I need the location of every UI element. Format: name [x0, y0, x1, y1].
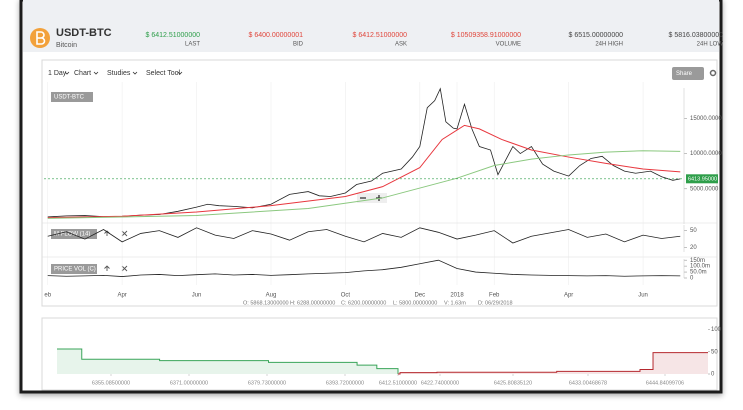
x-tick-label: Jun	[192, 293, 202, 299]
title-tag	[51, 264, 97, 274]
x-tick-label: Jun	[638, 293, 648, 299]
stat-label: BID	[293, 42, 304, 48]
x-tick-label: Apr	[117, 293, 126, 299]
y-tick-label: 0	[690, 276, 694, 282]
stat-value: $ 5816.03800000	[669, 32, 724, 39]
y-tick-label: 5000.0000	[690, 186, 719, 192]
stat-label: VOLUME	[496, 42, 521, 48]
x-tick-label: 6422.74000000	[421, 380, 459, 386]
ohlc-line: O: 5868.13000000 H: 6288.00000000 C: 6200.…	[243, 300, 513, 306]
plots: USDT-BTC eb Apr Jun Aug Oct Dec 2018 Feb Apr Jun 15…	[42, 82, 722, 386]
x-tick-label: 6355.08500000	[92, 380, 130, 386]
x-tick-label: 6412.51000000	[379, 380, 417, 386]
panel-title: M FLOW (14)	[54, 232, 90, 238]
tool-menu[interactable]: Select Tool	[146, 70, 181, 77]
market-symbol: USDT-BTC	[56, 27, 112, 39]
market-name: Bitcoin	[56, 42, 77, 49]
zoom-controls[interactable]	[357, 193, 387, 203]
chart-panel	[41, 59, 718, 307]
price-tag	[686, 174, 718, 184]
ohlc-item: H: 6288.00000000	[290, 300, 335, 306]
stat-label: LAST	[185, 42, 200, 48]
x-tick-label: Aug	[266, 293, 277, 299]
x-tick-label: 2018	[450, 293, 464, 299]
depth-area	[398, 352, 708, 374]
ohlc-item: V: 1.63m	[444, 300, 466, 306]
price-tag-label: 6413.95000	[688, 176, 717, 182]
y-tick-label: 50.0m	[690, 270, 707, 276]
ohlc-item: D: 06/29/2018	[478, 300, 513, 306]
ohlc-item: L: 5800.00000000	[393, 300, 437, 306]
y-tick-label: 0	[711, 372, 715, 378]
stats: $ 6412.51000000 LAST $ 6400.00000001 BID $ 6…	[146, 32, 724, 48]
x-tick-label: 6371.00000000	[170, 380, 208, 386]
x-tick-label: 6433.00468678	[569, 380, 607, 386]
title-tag	[51, 229, 97, 239]
x-tick-label: Dec	[414, 293, 425, 299]
interval-menu[interactable]: 1 Day	[48, 70, 67, 77]
x-tick-label: 6444.84099706	[646, 380, 684, 386]
series-line	[47, 150, 681, 219]
settings-icon[interactable]	[709, 69, 717, 77]
coin-glyph	[36, 31, 46, 45]
panel-controls[interactable]	[104, 230, 128, 272]
y-tick-label: 150m	[690, 258, 705, 264]
stat-value: $ 6412.51000000	[353, 32, 408, 39]
series-line	[47, 259, 681, 277]
x-tick-label: eb	[44, 293, 51, 299]
depth-line	[57, 348, 399, 374]
ohlc-item: O: 5868.13000000	[243, 300, 289, 306]
stat-value: $ 10509358.91000000	[451, 32, 521, 39]
stat-label: ASK	[395, 42, 407, 48]
series-line	[47, 87, 681, 218]
share-label[interactable]: Share	[676, 71, 693, 77]
stat-value: $ 6412.51000000	[146, 32, 201, 39]
stat-label: 24H LOW	[697, 42, 724, 48]
y-tick-label: 10000.0000	[690, 151, 722, 157]
stat-value: $ 6515.00000000	[569, 32, 624, 39]
depth-line	[398, 352, 708, 375]
series-line	[47, 227, 681, 244]
y-tick-label: 15000.0000	[690, 116, 722, 122]
x-tick-label: Oct	[341, 293, 351, 299]
depth-panel	[41, 317, 718, 391]
depth-area	[57, 349, 398, 374]
stat-label: 24H HIGH	[595, 42, 623, 48]
x-tick-label: Apr	[564, 293, 573, 299]
title-tag	[51, 92, 93, 102]
share-button[interactable]	[672, 67, 704, 80]
series-line	[47, 124, 681, 219]
x-tick-label: 6379.73000000	[248, 380, 286, 386]
chevrons	[64, 71, 183, 75]
studies-menu[interactable]: Studies	[107, 70, 131, 77]
header-bar	[23, 0, 719, 52]
y-tick-label: 50	[690, 228, 697, 234]
panel-title: USDT-BTC	[54, 95, 85, 101]
stat-value: $ 6400.00000001	[249, 32, 304, 39]
y-tick-label: 100.0m	[690, 264, 710, 270]
ohlc-item: C: 6200.00000000	[341, 300, 386, 306]
y-tick-label: 100	[711, 327, 722, 333]
x-tick-label: 6425.80835120	[494, 380, 532, 386]
x-tick-label: Feb	[489, 293, 500, 299]
panel-title: PRICE VOL (C)	[54, 267, 96, 273]
chart-menu[interactable]: Chart	[74, 70, 91, 77]
y-tick-label: 50	[711, 349, 718, 355]
y-tick-label: 20	[690, 245, 697, 251]
x-tick-label: 6393.72000000	[326, 380, 364, 386]
